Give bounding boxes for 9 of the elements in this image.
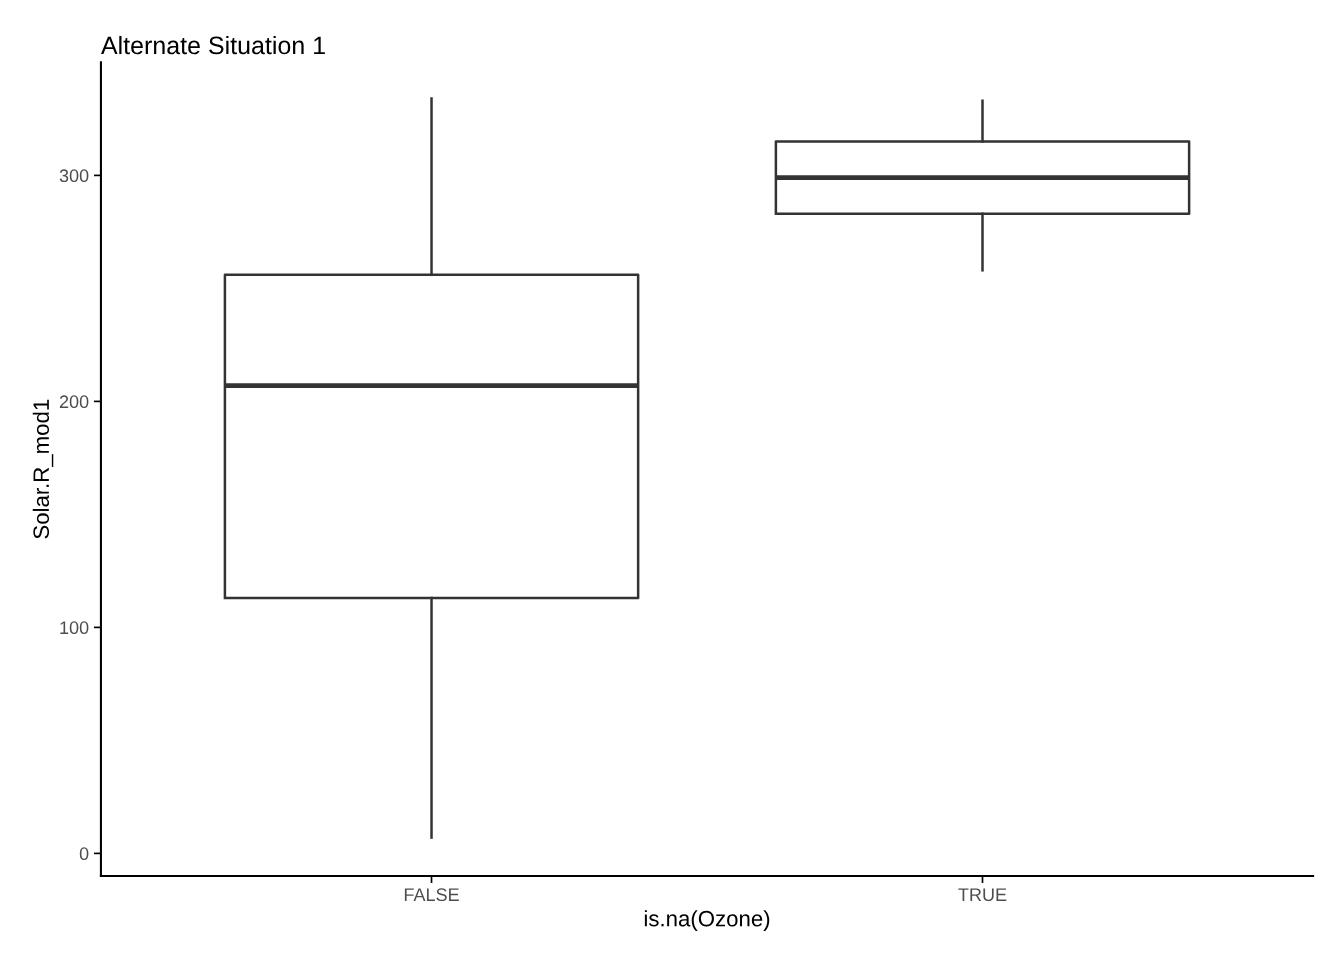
x-axis-title: is.na(Ozone) (644, 910, 770, 931)
y-tick-label: 200 (59, 395, 89, 409)
chart-title: Alternate Situation 1 (100, 35, 325, 55)
x-tick-label: FALSE (404, 888, 459, 902)
x-tick-label: TRUE (958, 888, 1007, 902)
y-tick-label: 0 (79, 847, 89, 861)
y-tick-label: 100 (60, 621, 89, 635)
y-tick-label: 300 (59, 169, 89, 183)
y-axis-title: Solar.R_mod1 (32, 399, 54, 539)
